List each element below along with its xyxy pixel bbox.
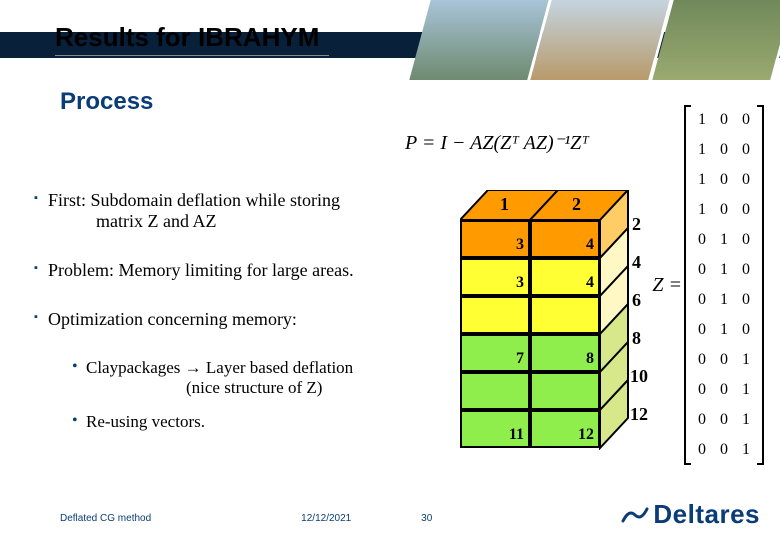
bullet-text: Subdomain deflation while storing	[86, 190, 340, 210]
z-matrix-cell: 1	[691, 195, 713, 225]
z-matrix-cell: 1	[691, 105, 713, 135]
slide-title: Results for IBRAHYM	[55, 22, 329, 56]
z-matrix-cell: 0	[691, 255, 713, 285]
cube-cell	[530, 296, 600, 334]
cube-cell	[530, 372, 600, 410]
z-matrix-cell: 0	[735, 315, 757, 345]
z-matrix-cell: 0	[713, 195, 735, 225]
z-matrix-cell: 0	[713, 165, 735, 195]
logo-text: Deltares	[653, 499, 760, 530]
cube-label: 2	[632, 214, 641, 235]
z-matrix-cell: 0	[691, 345, 713, 375]
bullet-problem: Problem: Memory limiting for large areas…	[36, 260, 436, 281]
z-matrix-cell: 1	[713, 315, 735, 345]
z-matrix-cell: 0	[735, 255, 757, 285]
cube-diagram: 3 4 3 4 7 8 11 12 1 2 2 4 6 8 10 12	[460, 190, 670, 450]
bullet-text: First:	[48, 190, 86, 210]
z-matrix-cell: 1	[713, 285, 735, 315]
cube-label: 4	[632, 252, 641, 273]
header-photo	[652, 0, 780, 80]
z-matrix-cell: 1	[691, 135, 713, 165]
cube-label: 12	[630, 404, 648, 425]
footer-page: 30	[421, 513, 501, 524]
sub-bullet-reusing: Re-using vectors.	[72, 412, 436, 432]
bullet-optimization: Optimization concerning memory:	[36, 309, 436, 330]
bullet-list: First: Subdomain deflation while storing…	[36, 190, 436, 446]
cube-cell	[460, 296, 530, 334]
slide-footer: Deflated CG method 12/12/2021 30 Deltare…	[60, 513, 720, 524]
z-matrix-cell: 1	[713, 255, 735, 285]
z-matrix-cell: 0	[713, 435, 735, 465]
z-matrix-cell: 1	[735, 375, 757, 405]
cube-label: 8	[632, 328, 641, 349]
header-photo	[531, 0, 674, 80]
bullet-first: First: Subdomain deflation while storing…	[36, 190, 436, 232]
bullet-text: matrix Z and AZ	[48, 211, 436, 232]
cube-cell: 4	[530, 220, 600, 258]
cube-cell: 11	[460, 410, 530, 448]
z-matrix-cell: 0	[735, 285, 757, 315]
z-matrix-cell: 0	[691, 375, 713, 405]
cube-cell: 3	[460, 220, 530, 258]
z-matrix-cell: 0	[735, 165, 757, 195]
z-matrix-cell: 0	[735, 225, 757, 255]
section-heading: Process	[60, 88, 153, 116]
z-matrix-cell: 0	[735, 195, 757, 225]
z-matrix-cell: 1	[691, 165, 713, 195]
z-matrix: Z = 100100100100010010010010001001001001	[650, 105, 764, 465]
z-matrix-cell: 1	[735, 345, 757, 375]
footer-date: 12/12/2021	[301, 513, 421, 524]
deflation-formula: P = I − AZ(Zᵀ AZ)⁻¹Zᵀ	[405, 130, 589, 155]
z-matrix-cell: 0	[735, 135, 757, 165]
header-photo	[409, 0, 552, 80]
deltares-logo: Deltares	[621, 499, 760, 530]
cube-cell: 3	[460, 258, 530, 296]
z-matrix-cell: 0	[691, 285, 713, 315]
z-matrix-cell: 0	[713, 135, 735, 165]
sub-bullet-claypackages: Claypackages → Layer based deflation (ni…	[72, 358, 436, 398]
cube-label: 10	[630, 366, 648, 387]
bracket-right	[757, 105, 764, 465]
cube-label: 1	[500, 194, 509, 215]
z-matrix-cell: 1	[735, 435, 757, 465]
z-matrix-cell: 0	[691, 405, 713, 435]
z-matrix-cell: 1	[735, 405, 757, 435]
cube-label: 6	[632, 290, 641, 311]
cube-cell: 8	[530, 334, 600, 372]
z-matrix-cell: 0	[713, 345, 735, 375]
cube-cell: 12	[530, 410, 600, 448]
z-matrix-label: Z =	[652, 274, 682, 297]
cube-cell: 4	[530, 258, 600, 296]
header-photo-strip	[420, 0, 780, 80]
z-matrix-cell: 0	[735, 105, 757, 135]
bullet-text: Claypackages → Layer based deflation	[86, 358, 353, 377]
z-matrix-cell: 0	[713, 105, 735, 135]
z-matrix-cell: 0	[691, 225, 713, 255]
z-matrix-cell: 0	[691, 435, 713, 465]
cube-label: 2	[572, 194, 581, 215]
footer-left: Deflated CG method	[60, 513, 151, 524]
cube-cell: 7	[460, 334, 530, 372]
wave-icon	[621, 501, 649, 529]
z-matrix-cell: 1	[713, 225, 735, 255]
z-matrix-cell: 0	[691, 315, 713, 345]
bullet-text: (nice structure of Z)	[86, 378, 436, 398]
cube-cell	[460, 372, 530, 410]
bracket-left	[684, 105, 691, 465]
z-matrix-cell: 0	[713, 405, 735, 435]
z-matrix-cell: 0	[713, 375, 735, 405]
z-matrix-table: 100100100100010010010010001001001001	[691, 105, 757, 465]
